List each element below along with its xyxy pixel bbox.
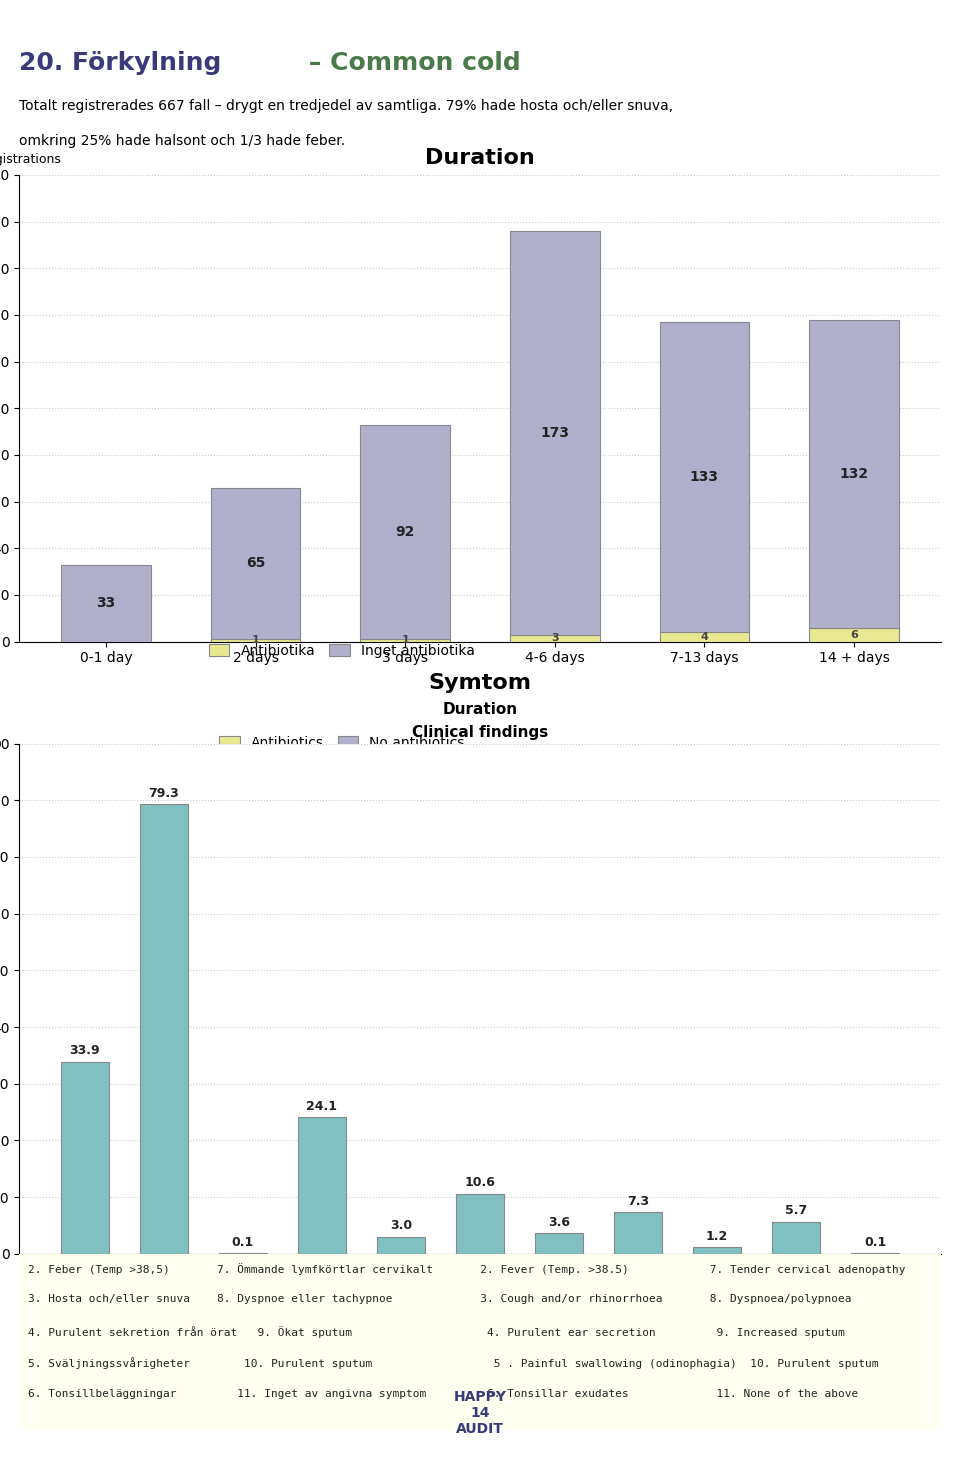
Bar [614, 1213, 661, 1254]
Text: 10.6: 10.6 [465, 1177, 495, 1190]
Bar [61, 1061, 108, 1254]
Text: 6: 6 [851, 630, 858, 640]
Text: 1: 1 [401, 636, 409, 646]
Text: 4: 4 [701, 631, 708, 642]
FancyBboxPatch shape [19, 1254, 941, 1429]
Bar [61, 564, 151, 642]
Bar [510, 230, 600, 634]
Title: Duration: Duration [425, 147, 535, 168]
Bar [773, 1222, 820, 1254]
Text: Symtom: Symtom [428, 672, 532, 693]
Text: 79.3: 79.3 [149, 787, 180, 800]
Text: 133: 133 [690, 469, 719, 484]
Text: 1.2: 1.2 [706, 1229, 729, 1242]
Bar [809, 319, 899, 627]
Bar [210, 639, 300, 642]
Text: omkring 25% hade halsont och 1/3 hade feber.: omkring 25% hade halsont och 1/3 hade fe… [19, 134, 346, 149]
Text: 7.3: 7.3 [627, 1196, 649, 1209]
Bar [360, 424, 450, 639]
Text: 5.7: 5.7 [785, 1204, 807, 1217]
Legend: Antibiotics, No antibiotics: Antibiotics, No antibiotics [213, 730, 470, 755]
Bar [660, 633, 750, 642]
Bar [809, 627, 899, 642]
Bar [299, 1117, 346, 1254]
Bar [456, 1194, 504, 1254]
Text: 3.0: 3.0 [390, 1219, 412, 1232]
Text: 24.1: 24.1 [306, 1099, 337, 1112]
Text: 1: 1 [252, 636, 259, 646]
Text: – Common cold: – Common cold [300, 51, 521, 74]
Text: 3. Hosta och/eller snuva    8. Dyspnoe eller tachypnoe             3. Cough and/: 3. Hosta och/eller snuva 8. Dyspnoe elle… [29, 1295, 852, 1303]
Text: 3: 3 [551, 633, 559, 643]
Text: No of registrations: No of registrations [0, 153, 61, 166]
Text: 33: 33 [96, 596, 115, 609]
Bar [377, 1236, 424, 1254]
Text: 173: 173 [540, 426, 569, 440]
Bar [360, 639, 450, 642]
Bar [210, 487, 300, 639]
Bar [660, 322, 750, 633]
Title: Clinical findings: Clinical findings [412, 725, 548, 739]
Text: 0.1: 0.1 [864, 1236, 886, 1248]
Text: 65: 65 [246, 557, 265, 570]
Bar [510, 634, 600, 642]
Text: 0.1: 0.1 [231, 1236, 254, 1248]
Text: 3.6: 3.6 [548, 1216, 570, 1229]
Text: 2. Feber (Temp >38,5)       7. Ömmande lymfkörtlar cervikalt       2. Fever (Tem: 2. Feber (Temp >38,5) 7. Ömmande lymfkör… [29, 1263, 906, 1274]
Text: Duration: Duration [443, 703, 517, 717]
Text: 6. Tonsillbeläggningar         11. Inget av angivna symptom         6. Tonsillar: 6. Tonsillbeläggningar 11. Inget av angi… [29, 1388, 858, 1398]
Text: 20. Förkylning: 20. Förkylning [19, 51, 222, 74]
Text: 33.9: 33.9 [69, 1044, 100, 1057]
Text: 92: 92 [396, 525, 415, 539]
Text: HAPPY
14
AUDIT: HAPPY 14 AUDIT [453, 1389, 507, 1436]
Text: 5. Sväljningssvårigheter        10. Purulent sputum                  5 . Painful: 5. Sväljningssvårigheter 10. Purulent sp… [29, 1357, 879, 1369]
Text: Totalt registrerades 667 fall – drygt en tredjedel av samtliga. 79% hade hosta o: Totalt registrerades 667 fall – drygt en… [19, 99, 673, 114]
Text: 4. Purulent sekretion från örat   9. Ökat sputum                    4. Purulent : 4. Purulent sekretion från örat 9. Ökat … [29, 1325, 845, 1337]
Bar [536, 1233, 583, 1254]
Bar [693, 1247, 741, 1254]
Text: 132: 132 [839, 467, 869, 481]
Bar [140, 805, 187, 1254]
